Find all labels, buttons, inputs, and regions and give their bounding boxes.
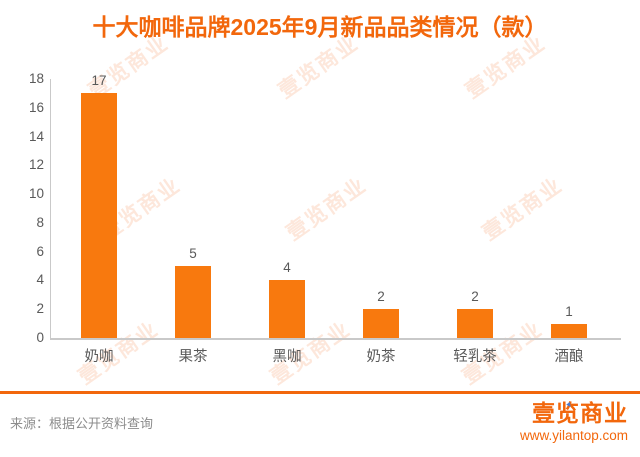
brand-website-url: www.yilantop.com <box>519 428 628 443</box>
y-axis-tick-label: 6 <box>36 243 44 259</box>
bar-value-label: 1 <box>565 303 573 319</box>
y-axis-tick-label: 8 <box>36 214 44 230</box>
y-axis-tick-label: 0 <box>36 330 44 345</box>
x-axis-category-label: 奶咖 <box>84 349 114 365</box>
x-axis-category-label: 黑咖 <box>272 349 302 365</box>
bar-果茶 <box>175 266 211 338</box>
plot-area: 17 奶咖 5 果茶 4 黑咖 2 奶茶 2 轻乳茶 1 酒酿 <box>50 73 621 365</box>
bar-value-label: 5 <box>189 246 197 262</box>
bar-value-label: 17 <box>91 73 107 89</box>
y-axis-tick-label: 16 <box>28 99 44 115</box>
y-axis-tick-label: 10 <box>28 186 44 202</box>
brand-logo: 壹览商业 ▸ www.yilantop.com <box>520 400 628 444</box>
x-axis-category-label: 酒酿 <box>554 349 584 365</box>
source-text: 来源：根据公开资料查询 <box>10 416 154 431</box>
y-axis-tick-label: 2 <box>36 301 44 317</box>
y-axis-tick-label: 14 <box>28 128 44 144</box>
bar-奶咖 <box>81 93 117 338</box>
bar-黑咖 <box>269 280 305 338</box>
bar-value-label: 4 <box>283 260 291 276</box>
y-axis-tick-label: 12 <box>28 157 44 173</box>
brand-logo-label: 壹览商业 <box>532 400 628 426</box>
bar-奶茶 <box>363 309 399 338</box>
bar-value-label: 2 <box>377 289 385 305</box>
bar-value-label: 2 <box>471 289 479 305</box>
y-axis: 0 2 4 6 8 10 12 14 16 18 <box>8 71 44 345</box>
y-axis-tick-label: 18 <box>28 71 44 86</box>
brand-logo-text: 壹览商业 ▸ <box>520 400 628 426</box>
x-axis-category-label: 奶茶 <box>366 349 396 365</box>
bar-酒酿 <box>551 323 587 338</box>
bar-轻乳茶 <box>457 309 493 338</box>
y-axis-tick-label: 4 <box>36 272 44 288</box>
footer-divider-line <box>0 391 640 394</box>
x-axis-category-label: 果茶 <box>178 349 208 365</box>
chart-title: 十大咖啡品牌2025年9月新品品类情况（款） <box>92 14 548 40</box>
x-axis-category-label: 轻乳茶 <box>453 349 497 365</box>
